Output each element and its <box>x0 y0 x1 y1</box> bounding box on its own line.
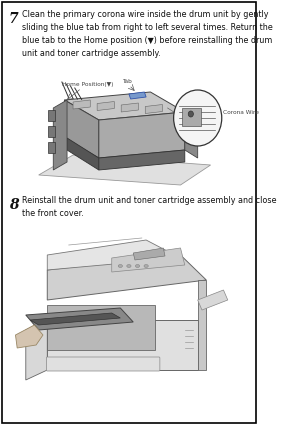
Polygon shape <box>26 320 47 380</box>
Polygon shape <box>47 255 206 300</box>
Polygon shape <box>145 105 162 113</box>
Polygon shape <box>26 308 133 330</box>
Polygon shape <box>112 248 185 272</box>
Text: Tab: Tab <box>122 79 132 84</box>
Polygon shape <box>99 150 185 170</box>
Text: 8: 8 <box>9 198 18 212</box>
Text: Clean the primary corona wire inside the drum unit by gently
sliding the blue ta: Clean the primary corona wire inside the… <box>22 10 273 57</box>
Polygon shape <box>97 102 114 111</box>
Circle shape <box>188 111 194 117</box>
Polygon shape <box>47 355 202 370</box>
Text: Corona Wire: Corona Wire <box>224 110 260 115</box>
Text: Reinstall the drum unit and toner cartridge assembly and close
the front cover.: Reinstall the drum unit and toner cartri… <box>22 196 277 218</box>
Bar <box>48 142 55 153</box>
Polygon shape <box>64 100 99 158</box>
Polygon shape <box>185 112 198 158</box>
Bar <box>48 110 55 121</box>
Polygon shape <box>121 103 138 112</box>
Polygon shape <box>47 240 181 270</box>
Polygon shape <box>198 290 228 310</box>
FancyBboxPatch shape <box>46 357 160 371</box>
Ellipse shape <box>127 264 131 267</box>
Polygon shape <box>198 280 206 370</box>
Polygon shape <box>129 92 146 99</box>
Polygon shape <box>47 320 198 370</box>
Polygon shape <box>64 92 185 120</box>
Polygon shape <box>47 305 155 350</box>
Polygon shape <box>73 100 90 109</box>
Bar <box>48 126 55 137</box>
Circle shape <box>174 90 222 146</box>
Polygon shape <box>39 155 211 185</box>
Polygon shape <box>53 100 67 170</box>
Polygon shape <box>67 138 99 170</box>
Ellipse shape <box>135 264 140 267</box>
Polygon shape <box>99 112 185 158</box>
Polygon shape <box>30 313 120 325</box>
Polygon shape <box>133 248 165 260</box>
Text: Home Position(▼): Home Position(▼) <box>62 82 113 87</box>
Bar <box>182 108 201 126</box>
Polygon shape <box>16 325 43 348</box>
Text: 7: 7 <box>9 12 18 26</box>
Ellipse shape <box>118 264 122 267</box>
Ellipse shape <box>144 264 148 267</box>
